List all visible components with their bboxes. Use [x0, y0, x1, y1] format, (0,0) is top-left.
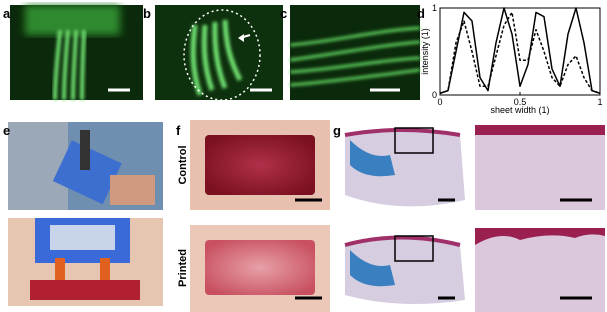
panel-label: b: [143, 6, 151, 21]
y-tick-label: 0: [432, 90, 437, 100]
row-label: Printed: [177, 249, 189, 287]
line-chart: 0 0.5 1 0 1 sheet width (1) intensity (1): [420, 3, 603, 115]
data-line: [439, 7, 601, 94]
y-tick-label: 1: [432, 3, 437, 13]
panel-g-image: [344, 125, 605, 312]
x-tick-label: 0.5: [514, 97, 527, 107]
panel-label: e: [3, 123, 10, 138]
panel-c-image: [289, 5, 421, 100]
panel-a-image: [10, 5, 143, 101]
panel-label: d: [417, 6, 425, 21]
x-axis-label: sheet width (1): [490, 105, 549, 115]
panel-e-image: [8, 122, 163, 306]
panel-f-image: [190, 120, 330, 312]
x-tick-label: 1: [597, 97, 602, 107]
y-axis-label: intensity (1): [420, 28, 430, 75]
x-tick-label: 0: [437, 97, 442, 107]
panel-label: g: [333, 123, 341, 138]
panel-label: a: [3, 6, 11, 21]
row-label: Control: [177, 145, 189, 184]
panel-label: c: [280, 6, 287, 21]
panel-b-image: [155, 5, 283, 101]
panel-label: f: [176, 123, 181, 138]
data-line: [439, 11, 601, 94]
